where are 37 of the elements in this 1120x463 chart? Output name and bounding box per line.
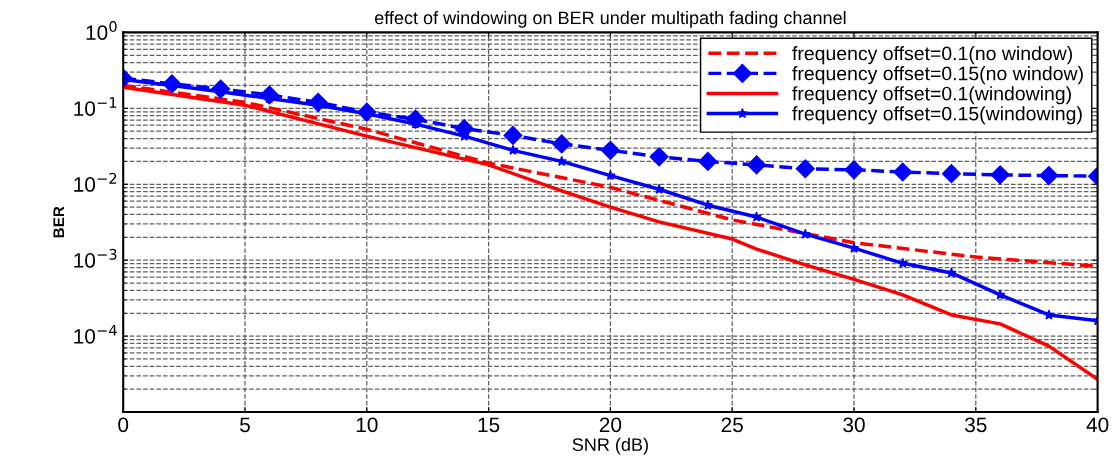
point: [941, 164, 961, 184]
point: [751, 211, 762, 222]
point: [503, 125, 523, 145]
point: [1043, 309, 1055, 320]
legend-label: frequency offset=0.1(no window): [792, 46, 1072, 65]
legend-label: frequency offset=0.15(windowing): [792, 106, 1082, 125]
chart-title: effect of windowing on BER under multipath fading channel: [374, 10, 846, 28]
point: [795, 159, 815, 179]
point: [698, 151, 718, 171]
x-tick-label: 0: [118, 417, 129, 433]
x-tick-label: 10: [356, 417, 378, 433]
x-tick-label: 35: [965, 417, 987, 433]
x-tick-label: 5: [240, 417, 250, 433]
x-axis-title: SNR (dB): [572, 437, 648, 455]
y-tick-label: 10$^{−3}$: [74, 248, 117, 268]
y-tick-label: 10$^{−4}$: [74, 324, 117, 344]
point: [552, 134, 572, 154]
point: [649, 147, 669, 167]
y-axis-title: BER: [53, 206, 64, 238]
x-tick-label: 30: [843, 417, 865, 433]
x-tick-label: 25: [721, 417, 743, 433]
point: [600, 140, 620, 160]
point: [844, 160, 864, 180]
point: [893, 162, 913, 182]
x-tick-label: 40: [1086, 417, 1109, 433]
point: [990, 165, 1010, 185]
x-tick-label: 20: [599, 417, 622, 433]
y-tick-label: 10$^{0}$: [86, 21, 117, 40]
point: [747, 155, 767, 175]
point: [994, 289, 1006, 300]
point: [1039, 166, 1059, 186]
y-tick-label: 10$^{−1}$: [74, 97, 117, 116]
point: [946, 267, 957, 278]
legend-label: frequency offset=0.15(no window): [792, 66, 1083, 85]
y-tick-label: 10$^{−2}$: [74, 172, 117, 192]
legend-label: frequency offset=0.1(windowing): [792, 86, 1071, 105]
x-tick-label: 15: [478, 417, 500, 433]
